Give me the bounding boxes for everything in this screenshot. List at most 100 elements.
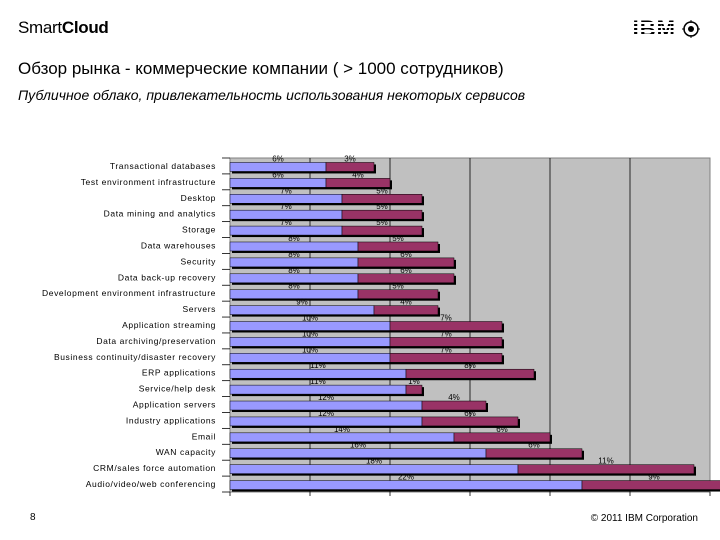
value-label-series-1: 16% (350, 441, 366, 450)
category-label: Data archiving/preservation (96, 336, 216, 346)
bar-series-1 (229, 178, 327, 188)
value-label-series-2: 6% (464, 409, 476, 418)
bar-series-2 (341, 209, 423, 220)
category-label: CRM/sales force automation (93, 463, 216, 473)
value-label-series-1: 14% (334, 425, 350, 434)
value-label-series-1: 8% (288, 234, 300, 243)
value-label-series-2: 11% (598, 457, 613, 466)
bar-series-2 (325, 178, 391, 188)
value-label-series-1: 11% (310, 377, 325, 386)
value-label-series-1: 8% (288, 282, 300, 291)
category-label: Business continuity/disaster recovery (54, 352, 216, 362)
category-label: Storage (182, 225, 216, 235)
value-label-series-2: 7% (440, 329, 452, 338)
value-label-series-1: 12% (318, 393, 334, 402)
bar-series-1 (229, 289, 359, 299)
category-label: Email (192, 431, 216, 441)
ibm-globe-icon (682, 20, 700, 38)
bar-series-2 (453, 432, 551, 443)
bar-series-2 (325, 162, 375, 172)
value-label-series-1: 6% (272, 154, 284, 163)
value-label-series-1: 11% (310, 361, 325, 370)
value-label-series-2: 5% (376, 186, 388, 195)
category-label: WAN capacity (156, 447, 216, 457)
bar-series-2 (357, 257, 455, 268)
value-label-series-2: 5% (392, 234, 404, 243)
page-subtitle: Публичное облако, привлекательность испо… (18, 87, 526, 103)
bar-series-1 (229, 416, 423, 427)
category-label: Audio/video/web conferencing (86, 479, 216, 489)
bar-series-1 (229, 225, 343, 236)
value-label-series-1: 9% (296, 298, 308, 307)
bar-series-2 (373, 305, 439, 315)
category-label: Service/help desk (139, 384, 216, 394)
value-label-series-2: 4% (400, 298, 412, 307)
bar-series-1 (229, 464, 519, 474)
copyright-text: © 2011 IBM Corporation (590, 513, 698, 524)
stacked-bar-chart: Transactional databases 6% 3% Test environm… (42, 154, 720, 496)
value-label-series-2: 1% (408, 377, 420, 386)
bar-series-2 (581, 480, 720, 490)
bar-series-2 (389, 353, 503, 363)
value-label-series-2: 6% (400, 266, 412, 275)
page-number: 8 (30, 512, 36, 523)
value-label-series-2: 7% (440, 345, 452, 354)
value-label-series-1: 7% (280, 218, 292, 227)
value-label-series-2: 4% (352, 170, 364, 179)
category-label: Servers (183, 304, 217, 314)
category-label: Application streaming (122, 320, 216, 330)
bar-series-2 (389, 337, 503, 347)
value-label-series-2: 9% (648, 473, 660, 482)
category-label: Desktop (181, 193, 216, 203)
value-label-series-1: 8% (288, 250, 300, 259)
bar-series-2 (341, 194, 423, 204)
value-label-series-2: 8% (464, 361, 476, 370)
bar-series-1 (229, 448, 487, 458)
value-label-series-1: 10% (302, 314, 318, 323)
bar-series-2 (485, 448, 583, 458)
bar-series-1 (229, 432, 455, 443)
category-label: Data back-up recovery (118, 272, 216, 282)
value-label-series-2: 5% (376, 202, 388, 211)
bar-series-1 (229, 480, 583, 490)
bar-series-2 (517, 464, 695, 474)
value-label-series-2: 6% (400, 250, 412, 259)
value-label-series-1: 18% (366, 457, 382, 466)
bar-series-2 (389, 321, 503, 331)
ibm-logo: IBM (633, 16, 700, 42)
value-label-series-2: 7% (440, 314, 452, 323)
bar-series-2 (405, 368, 535, 379)
bar-series-2 (341, 225, 423, 236)
category-label: Application servers (133, 400, 216, 410)
value-label-series-1: 6% (272, 170, 284, 179)
category-label: Data warehouses (141, 240, 216, 250)
category-label: Test environment infrastructure (81, 177, 216, 187)
category-label: Transactional databases (110, 161, 216, 171)
value-label-series-1: 8% (288, 266, 300, 275)
bar-series-2 (405, 384, 423, 395)
value-label-series-2: 6% (496, 425, 508, 434)
value-label-series-2: 3% (344, 154, 356, 163)
category-label: Security (180, 256, 216, 266)
bar-series-2 (357, 273, 455, 284)
value-label-series-1: 7% (280, 186, 292, 195)
logo-cloud-text: Cloud (61, 18, 109, 37)
ibm-logo-text: IBM (632, 16, 676, 41)
category-label: Industry applications (126, 415, 216, 425)
value-label-series-1: 10% (302, 345, 318, 354)
value-label-series-2: 6% (528, 441, 540, 450)
logo-smart-text: Smart (18, 18, 62, 37)
value-label-series-2: 5% (392, 282, 404, 291)
value-label-series-1: 7% (280, 202, 292, 211)
bar-series-2 (357, 289, 439, 299)
smartcloud-logo: SmartCloud (18, 18, 109, 38)
category-label: Data mining and analytics (104, 209, 216, 219)
bar-series-2 (357, 241, 439, 252)
value-label-series-1: 22% (398, 473, 414, 482)
value-label-series-2: 5% (376, 218, 388, 227)
category-label: ERP applications (142, 368, 216, 378)
bar-series-2 (421, 400, 487, 411)
category-label: Development environment infrastructure (42, 288, 216, 298)
value-label-series-1: 10% (302, 329, 318, 338)
bar-series-2 (421, 416, 519, 427)
